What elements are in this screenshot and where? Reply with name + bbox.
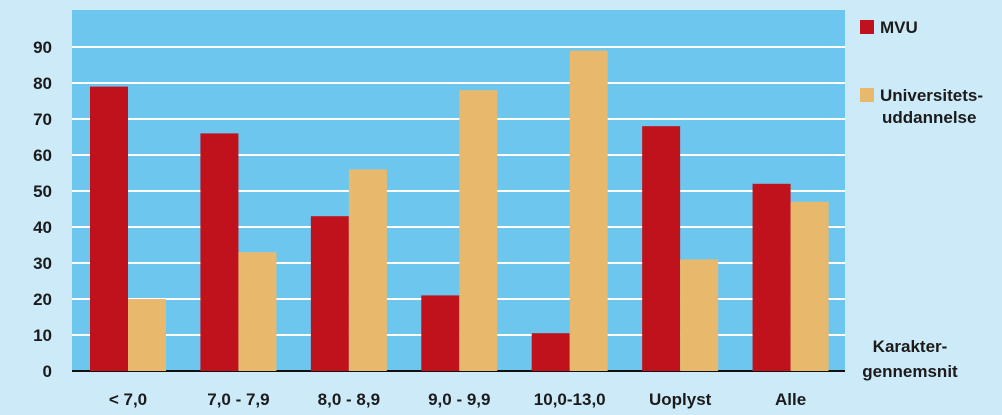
legend-swatch-1 — [860, 88, 874, 102]
bar-universitet-6 — [790, 201, 829, 371]
legend-label-line-1-0: Universitets- — [880, 86, 983, 105]
bar-mvu-2 — [310, 216, 349, 371]
y-tick-label-40: 40 — [33, 218, 52, 237]
bar-mvu-1 — [200, 133, 239, 371]
bar-universitet-3 — [459, 90, 498, 371]
y-tick-label-80: 80 — [33, 74, 52, 93]
x-tick-label-1: 7,0 - 7,9 — [207, 390, 269, 409]
bar-mvu-4 — [531, 333, 570, 371]
y-tick-label-60: 60 — [33, 146, 52, 165]
y-tick-label-0: 0 — [43, 362, 52, 381]
bar-universitet-0 — [128, 299, 166, 371]
bar-universitet-5 — [680, 259, 719, 371]
bar-mvu-6 — [752, 183, 791, 371]
y-tick-label-10: 10 — [33, 326, 52, 345]
bar-mvu-5 — [642, 126, 681, 371]
bar-mvu-0 — [90, 86, 128, 371]
x-tick-label-2: 8,0 - 8,9 — [318, 390, 380, 409]
x-tick-label-5: Uoplyst — [649, 390, 712, 409]
y-tick-label-20: 20 — [33, 290, 52, 309]
y-tick-label-90: 90 — [33, 38, 52, 57]
x-tick-label-4: 10,0-13,0 — [534, 390, 606, 409]
bar-universitet-2 — [348, 169, 387, 371]
legend-label-line-0-0: MVU — [880, 18, 918, 37]
x-tick-label-0: < 7,0 — [109, 390, 147, 409]
legend-label-0: MVU — [880, 18, 918, 37]
legend-label-1: Universitets-uddannelse — [880, 86, 983, 127]
legend-label-line-1-1: uddannelse — [882, 108, 976, 127]
x-axis-title-line-0: Karakter- — [873, 337, 948, 356]
y-tick-label-30: 30 — [33, 254, 52, 273]
x-tick-label-6: Alle — [775, 390, 806, 409]
legend-swatch-0 — [860, 20, 874, 34]
y-tick-label-50: 50 — [33, 182, 52, 201]
bar-mvu-3 — [421, 295, 460, 371]
x-axis-title: Karakter-gennemsnit — [862, 337, 958, 381]
x-axis-title-line-1: gennemsnit — [862, 362, 958, 381]
bar-universitet-1 — [238, 252, 277, 371]
bar-universitet-4 — [569, 50, 608, 371]
x-tick-label-3: 9,0 - 9,9 — [428, 390, 490, 409]
y-tick-label-70: 70 — [33, 110, 52, 129]
